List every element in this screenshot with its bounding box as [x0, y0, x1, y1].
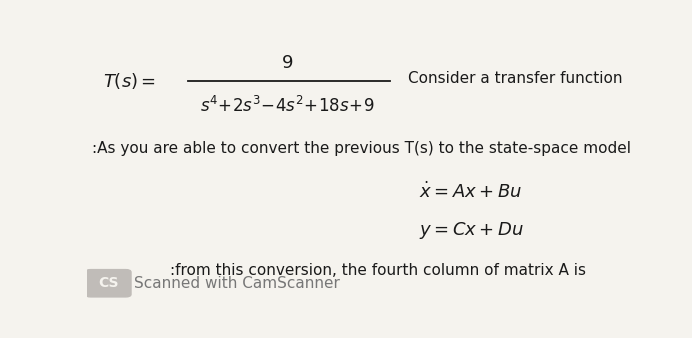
Text: $s^4\!+\!2s^3\!-\!4s^2\!+\!18s\!+\!9$: $s^4\!+\!2s^3\!-\!4s^2\!+\!18s\!+\!9$	[201, 96, 375, 116]
Text: :As you are able to convert the previous T(s) to the state-space model: :As you are able to convert the previous…	[92, 141, 631, 156]
Text: Consider a transfer function: Consider a transfer function	[408, 71, 623, 86]
Text: $T(s) =$: $T(s) =$	[102, 71, 156, 91]
Text: CS: CS	[98, 276, 118, 290]
Text: :from this conversion, the fourth column of matrix A is: :from this conversion, the fourth column…	[170, 263, 585, 279]
Text: $\dot{x}= Ax+ Bu$: $\dot{x}= Ax+ Bu$	[419, 182, 522, 202]
Text: Scanned with CamScanner: Scanned with CamScanner	[134, 276, 340, 291]
Text: $y= Cx+ Du$: $y= Cx+ Du$	[419, 220, 524, 241]
FancyBboxPatch shape	[85, 270, 131, 297]
Text: $9$: $9$	[282, 54, 293, 72]
